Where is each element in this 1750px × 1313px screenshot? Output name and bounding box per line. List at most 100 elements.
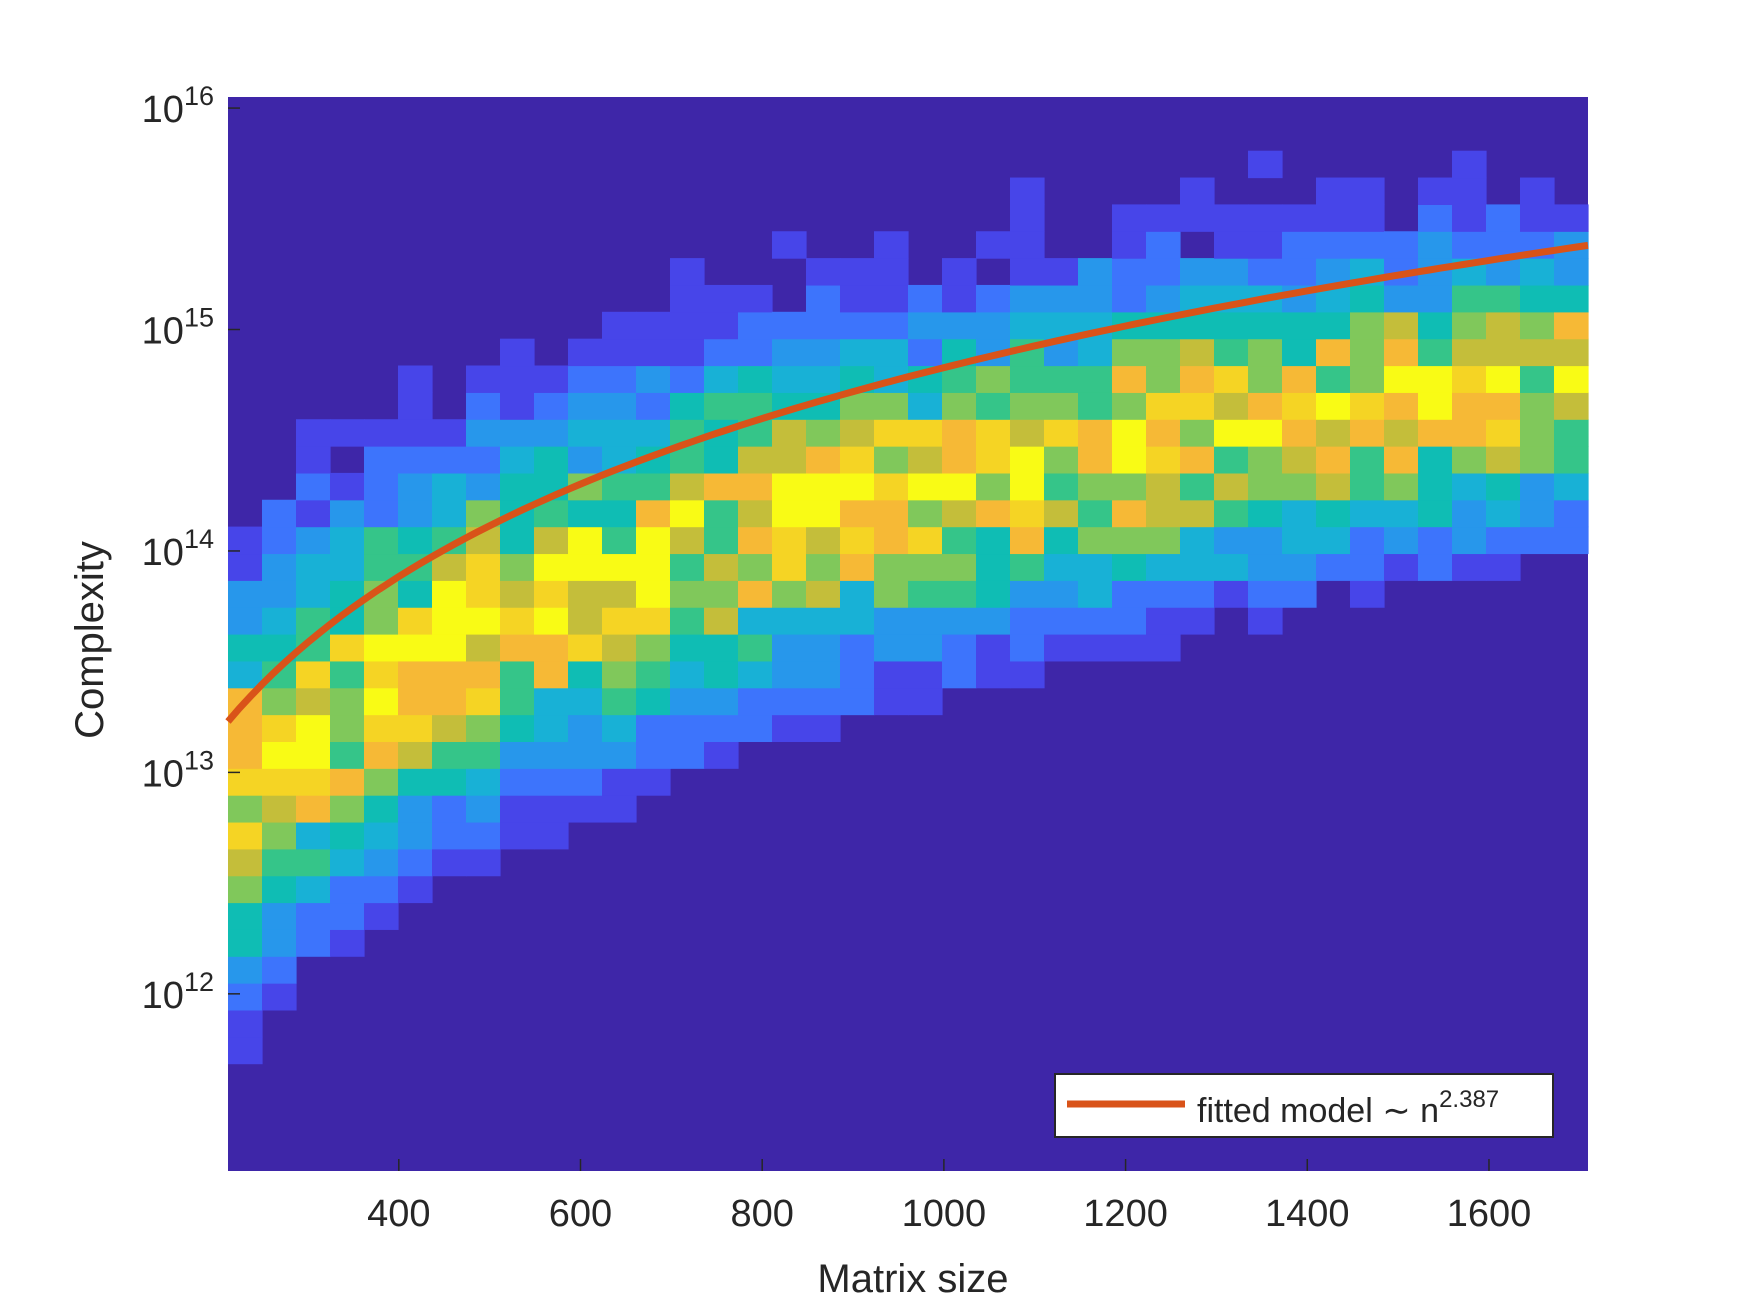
heatmap-cell <box>942 311 977 340</box>
heatmap-cell <box>1146 526 1181 555</box>
heatmap-cell <box>1486 338 1521 367</box>
heatmap-cell <box>1146 634 1181 662</box>
heatmap-cell <box>1282 231 1317 259</box>
heatmap-cell <box>1078 284 1113 313</box>
heatmap-cell <box>670 687 705 716</box>
heatmap-cell <box>602 311 637 340</box>
heatmap-cell <box>568 660 603 689</box>
heatmap-cell <box>398 472 433 501</box>
x-tick-label: 1000 <box>902 1193 987 1235</box>
heatmap-cell <box>840 687 875 716</box>
heatmap-cell <box>1078 526 1113 555</box>
heatmap-cell <box>1316 472 1351 501</box>
heatmap-cell <box>908 607 943 635</box>
heatmap-cell <box>1112 338 1147 367</box>
heatmap-cell <box>1010 526 1045 555</box>
heatmap-cell <box>602 526 637 555</box>
heatmap-cell <box>1010 284 1045 313</box>
heatmap-cell <box>398 526 433 555</box>
heatmap-cell <box>772 419 807 447</box>
heatmap-cell <box>398 580 433 608</box>
heatmap-cell <box>1452 177 1487 205</box>
heatmap-cell <box>398 634 433 662</box>
heatmap-cell <box>874 499 909 528</box>
heatmap-cell <box>1486 284 1521 313</box>
heatmap-cell <box>330 821 365 850</box>
heatmap-cell <box>1486 365 1521 393</box>
heatmap-cell <box>1384 284 1419 313</box>
heatmap-cell <box>1350 311 1385 340</box>
heatmap-cell <box>1418 472 1453 501</box>
heatmap-cell <box>908 499 943 528</box>
heatmap-cell <box>704 634 739 662</box>
heatmap-cell <box>364 660 399 689</box>
heatmap-cell <box>330 553 365 581</box>
heatmap-cell <box>364 526 399 555</box>
heatmap-cell <box>1520 419 1555 447</box>
heatmap-cell <box>500 338 535 367</box>
heatmap-cell <box>1146 446 1181 474</box>
heatmap-cell <box>704 714 739 742</box>
heatmap-cell <box>1146 338 1181 367</box>
heatmap-cell <box>1248 365 1283 393</box>
heatmap-cell <box>1316 231 1351 259</box>
heatmap-cell <box>874 446 909 474</box>
heatmap-cell <box>330 472 365 501</box>
heatmap-cell <box>1010 311 1045 340</box>
heatmap-cell <box>1146 392 1181 420</box>
heatmap-cell <box>1452 526 1487 555</box>
heatmap-cell <box>568 365 603 393</box>
heatmap-cell <box>500 714 535 742</box>
heatmap-cell <box>670 258 705 286</box>
fitted-model-line <box>225 241 1589 724</box>
heatmap-cell <box>1112 258 1147 286</box>
heatmap-cell <box>1418 392 1453 420</box>
heatmap-cell <box>1316 419 1351 447</box>
heatmap-cell <box>602 634 637 662</box>
heatmap-cell <box>398 821 433 850</box>
heatmap-cell <box>602 553 637 581</box>
heatmap-cell <box>976 634 1011 662</box>
heatmap-cell <box>670 392 705 420</box>
heatmap-cell <box>704 365 739 393</box>
heatmap-cell <box>1146 284 1181 313</box>
heatmap-cell <box>874 472 909 501</box>
legend-n: n <box>1411 1092 1439 1130</box>
heatmap-cell <box>806 526 841 555</box>
heatmap-cell <box>1214 526 1249 555</box>
heatmap-cell <box>1248 204 1283 232</box>
heatmap-cell <box>738 365 773 393</box>
heatmap-cell <box>534 768 569 796</box>
heatmap-cell <box>296 929 331 957</box>
heatmap-cell <box>262 607 297 635</box>
heatmap-cell <box>1282 446 1317 474</box>
heatmap-cell <box>874 526 909 555</box>
heatmap-cell <box>466 821 501 850</box>
heatmap-cell <box>670 553 705 581</box>
heatmap-cell <box>1010 660 1045 689</box>
heatmap-cell <box>1044 284 1079 313</box>
heatmap-cell <box>1350 204 1385 232</box>
heatmap-cell <box>942 392 977 420</box>
heatmap-cell <box>364 446 399 474</box>
heatmap-cell <box>806 338 841 367</box>
heatmap-cell <box>704 741 739 769</box>
heatmap-cell <box>1044 553 1079 581</box>
heatmap-cell <box>432 714 467 742</box>
heatmap-cell <box>1282 472 1317 501</box>
heatmap-cell <box>806 258 841 286</box>
heatmap-cell <box>806 284 841 313</box>
heatmap-cell <box>1282 553 1317 581</box>
heatmap-cell <box>976 365 1011 393</box>
heatmap-cell <box>772 231 807 259</box>
heatmap-cell <box>874 392 909 420</box>
heatmap-cell <box>1146 553 1181 581</box>
heatmap-cell <box>432 472 467 501</box>
heatmap-cell <box>1350 338 1385 367</box>
heatmap-cell <box>840 311 875 340</box>
heatmap-cell <box>1112 580 1147 608</box>
heatmap-cell <box>1384 472 1419 501</box>
heatmap-cell <box>840 472 875 501</box>
heatmap-cell <box>840 446 875 474</box>
